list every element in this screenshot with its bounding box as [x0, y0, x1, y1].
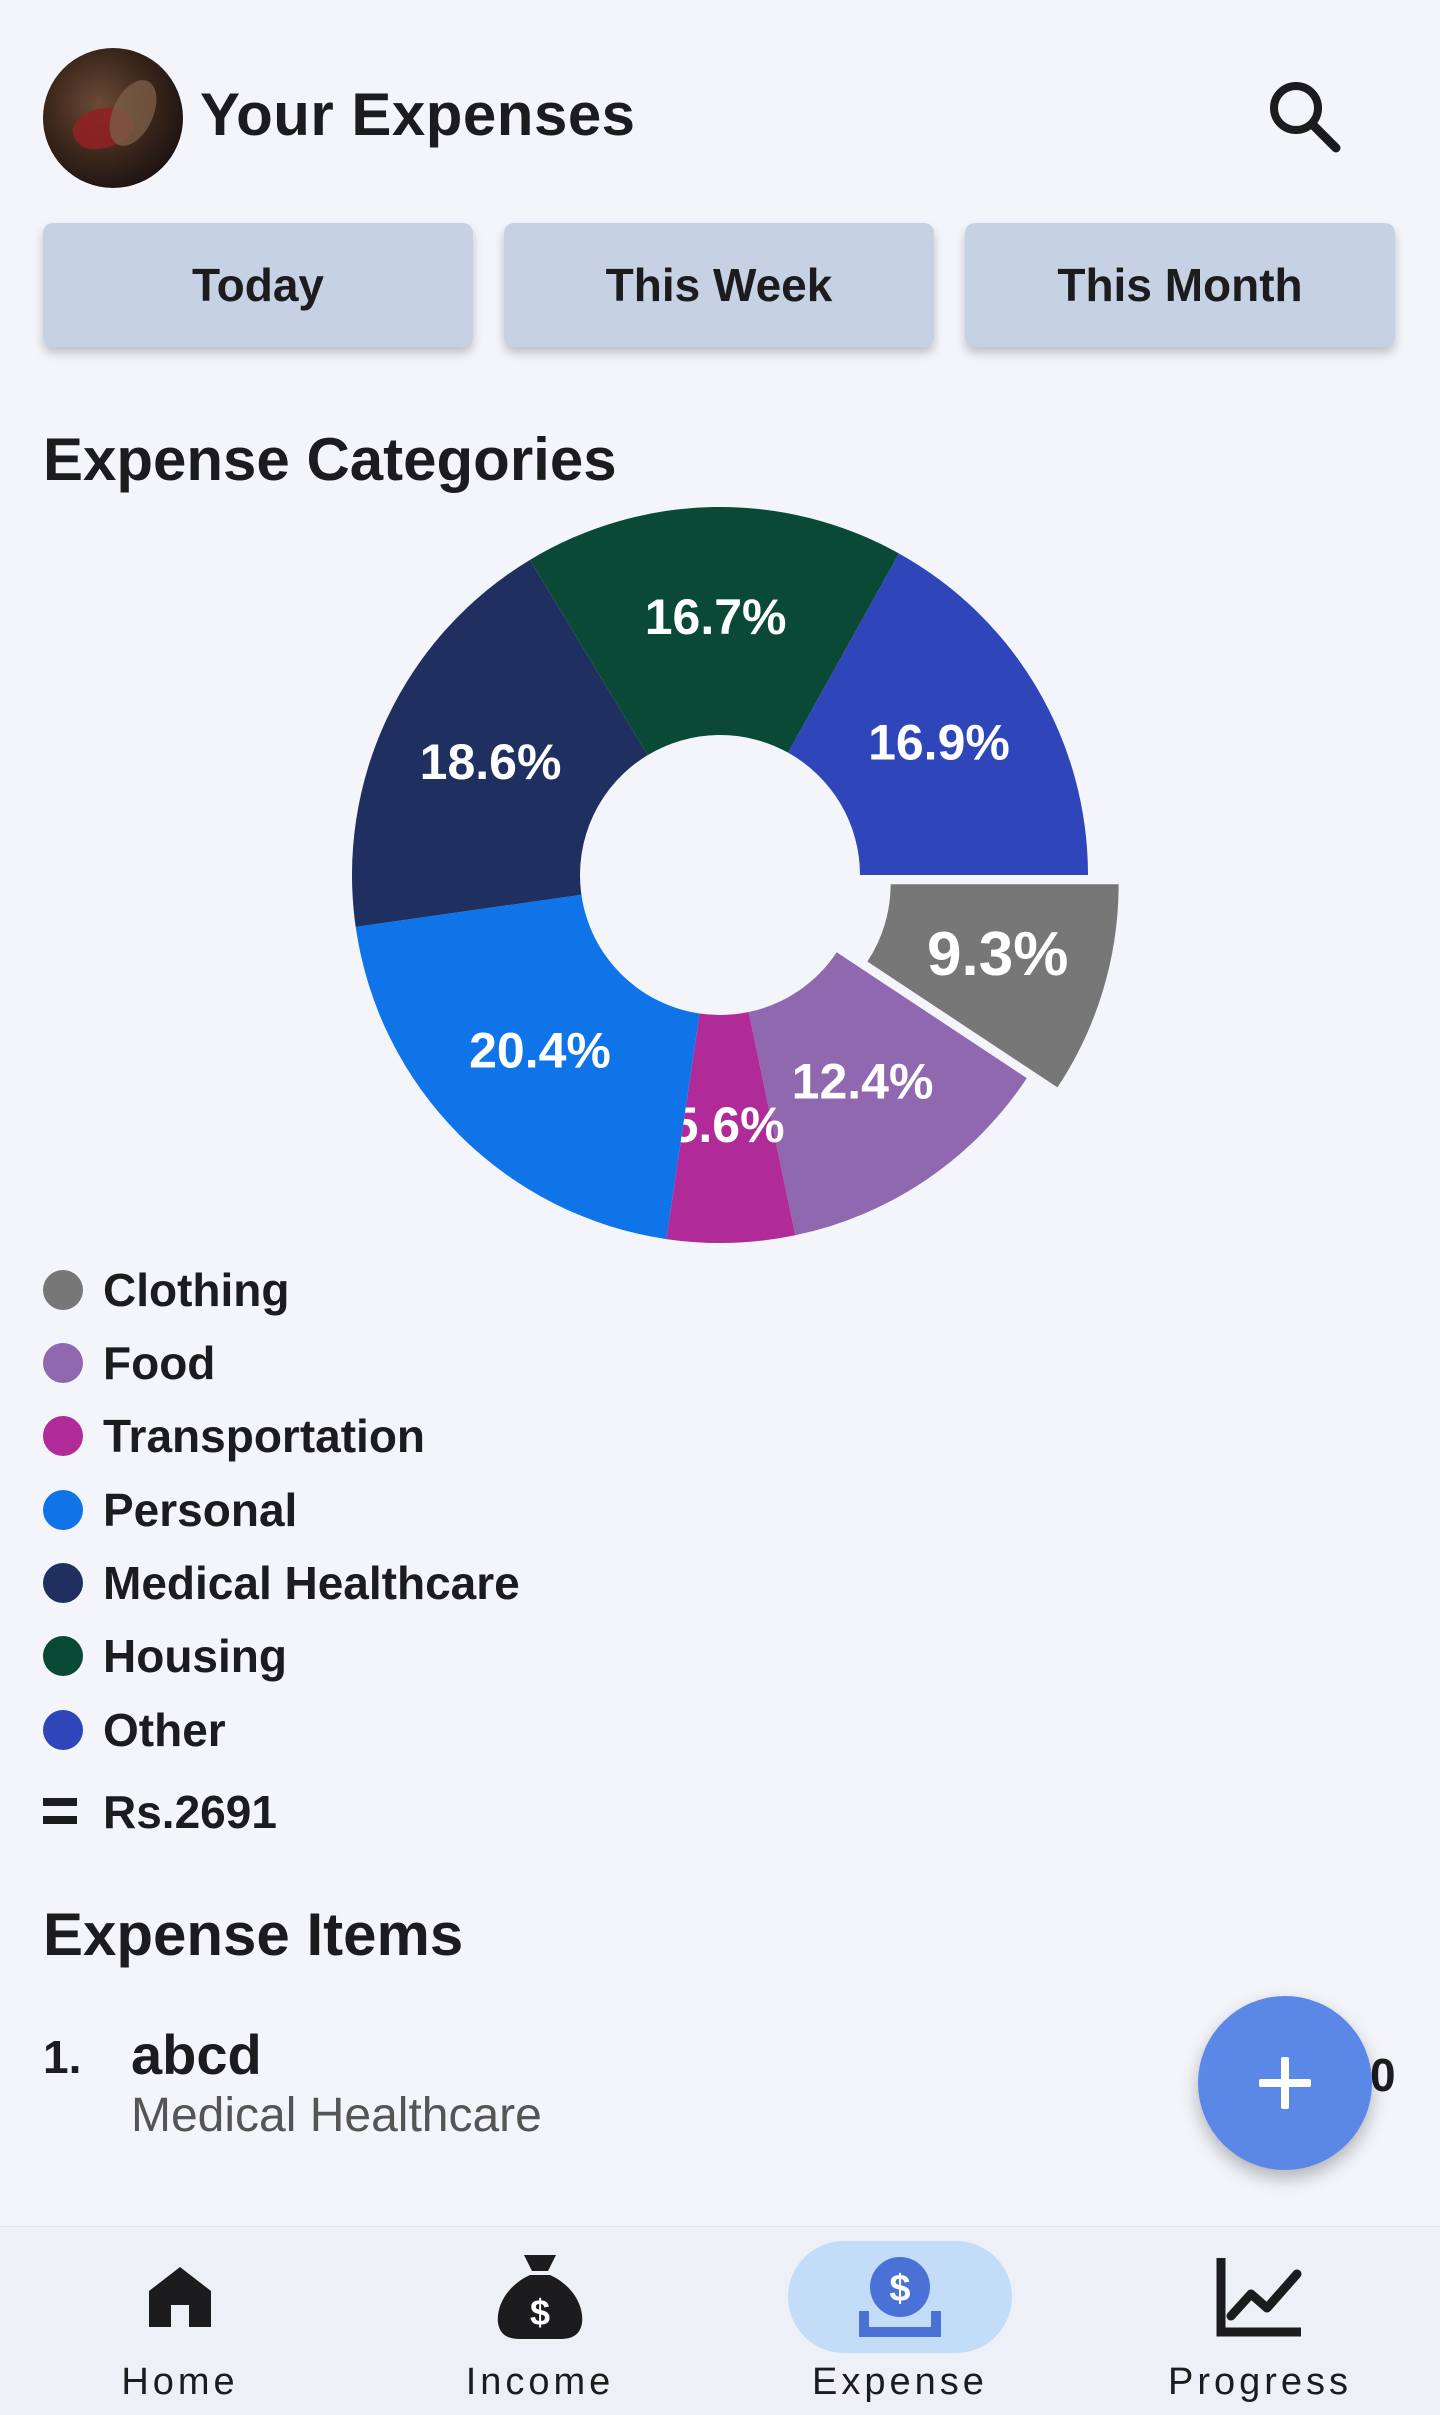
legend-item-medical-healthcare: Medical Healthcare [43, 1553, 520, 1613]
pie-slice-medical-healthcare [352, 559, 648, 927]
slice-label: 20.4% [469, 1022, 611, 1078]
legend-swatch [43, 1710, 83, 1750]
legend-swatch [43, 1490, 83, 1530]
legend-item-food: Food [43, 1333, 215, 1393]
home-icon [130, 2251, 230, 2341]
nav-label: Progress [1167, 2361, 1353, 2403]
legend-item-transportation: Transportation [43, 1406, 425, 1466]
equals-icon [43, 1798, 77, 1826]
expense-items-heading: Expense Items [43, 1901, 464, 1968]
nav-item-expense[interactable]: $ Expense [720, 2227, 1080, 2415]
legend-item-personal: Personal [43, 1480, 297, 1540]
this-week-button[interactable]: This Week [504, 223, 934, 347]
legend-label: Transportation [103, 1410, 426, 1462]
profile-avatar[interactable] [43, 48, 183, 188]
pie-slice-other [788, 553, 1088, 875]
slice-label: 9.3% [927, 920, 1068, 989]
legend-label: Housing [103, 1630, 287, 1682]
bottom-navigation: Home $ Income $ Expense [0, 2226, 1440, 2415]
this-month-button[interactable]: This Month [965, 223, 1395, 347]
nav-label: Income [465, 2361, 615, 2403]
item-amount: 0 [1370, 2049, 1396, 2101]
slice-label: 18.6% [420, 734, 562, 790]
today-button[interactable]: Today [43, 223, 473, 347]
legend-label: Medical Healthcare [103, 1557, 520, 1609]
slice-label: 16.9% [868, 714, 1010, 770]
legend-swatch [43, 1343, 83, 1383]
pie-slice-personal [355, 894, 700, 1240]
legend-swatch [43, 1563, 83, 1603]
pie-slice-housing [530, 506, 899, 756]
legend-label: Personal [103, 1484, 298, 1536]
nav-item-progress[interactable]: Progress [1080, 2227, 1440, 2415]
total-amount: Rs.2691 [103, 1786, 277, 1838]
legend-item-other: Other [43, 1700, 226, 1760]
slice-label: 5.6% [671, 1097, 785, 1153]
item-name[interactable]: abcd [131, 2023, 262, 2086]
legend-label: Other [103, 1704, 226, 1756]
dollar-savings-icon: $ [850, 2251, 950, 2341]
legend-swatch [43, 1636, 83, 1676]
total-row: Rs.2691 [43, 1785, 277, 1839]
legend-label: Clothing [103, 1264, 290, 1316]
legend-item-housing: Housing [43, 1626, 287, 1686]
search-button[interactable] [1260, 72, 1350, 162]
nav-label: Expense [812, 2361, 988, 2403]
nav-item-home[interactable]: Home [0, 2227, 360, 2415]
money-bag-icon: $ [490, 2251, 590, 2341]
plus-icon [1259, 2057, 1311, 2109]
slice-label: 16.7% [645, 589, 787, 645]
item-index: 1. [43, 2031, 82, 2083]
search-icon [1270, 82, 1341, 153]
legend-swatch [43, 1416, 83, 1456]
trending-chart-icon [1210, 2251, 1310, 2341]
legend-label: Food [103, 1337, 216, 1389]
svg-text:$: $ [530, 2292, 550, 2333]
legend-swatch [43, 1270, 83, 1310]
legend-item-clothing: Clothing [43, 1260, 290, 1320]
nav-item-income[interactable]: $ Income [360, 2227, 720, 2415]
item-category: Medical Healthcare [131, 2089, 542, 2142]
expense-donut-chart: 9.3% 12.4%5.6% 20.4% 18.6% 16.7% 16.9% [352, 506, 1119, 1243]
svg-text:$: $ [889, 2268, 910, 2310]
slice-label: 12.4% [792, 1053, 934, 1109]
pie-slice-transportation [666, 1012, 796, 1243]
expense-categories-heading: Expense Categories [43, 426, 617, 493]
pie-slice-food [748, 952, 1027, 1236]
nav-label: Home [121, 2361, 239, 2403]
add-expense-button[interactable] [1198, 1996, 1372, 2170]
pie-slice-clothing [867, 884, 1119, 1088]
page-title: Your Expenses [200, 81, 636, 148]
